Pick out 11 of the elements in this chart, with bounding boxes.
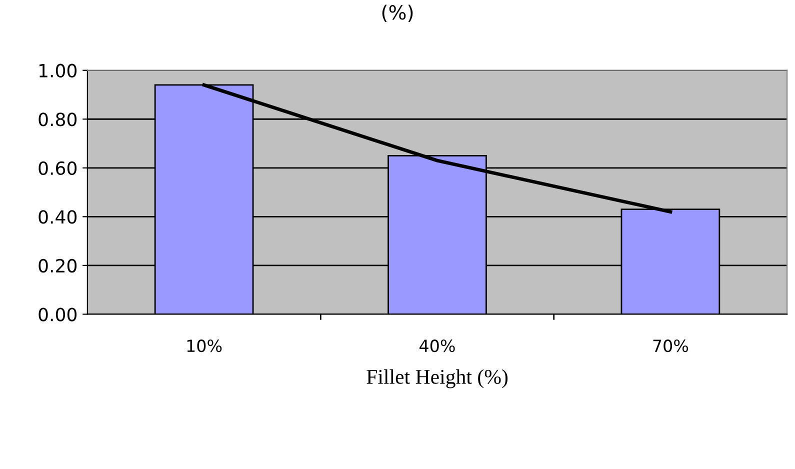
y-tick-label: 0.20 <box>38 258 77 273</box>
x-tick-label: 70% <box>653 340 688 352</box>
x-tick-label: 10% <box>187 340 222 352</box>
x-tick-label: 40% <box>420 340 455 352</box>
y-tick-label: 0.00 <box>38 308 77 322</box>
y-tick-label: 0.60 <box>38 161 77 176</box>
y-tick-label: 0.80 <box>38 112 77 126</box>
y-tick-label: 0.40 <box>38 210 77 224</box>
x-axis-title: Fillet Height (%) <box>366 369 508 388</box>
y-tick-label: 1.00 <box>40 64 77 78</box>
chart-title: (%) <box>382 4 413 22</box>
